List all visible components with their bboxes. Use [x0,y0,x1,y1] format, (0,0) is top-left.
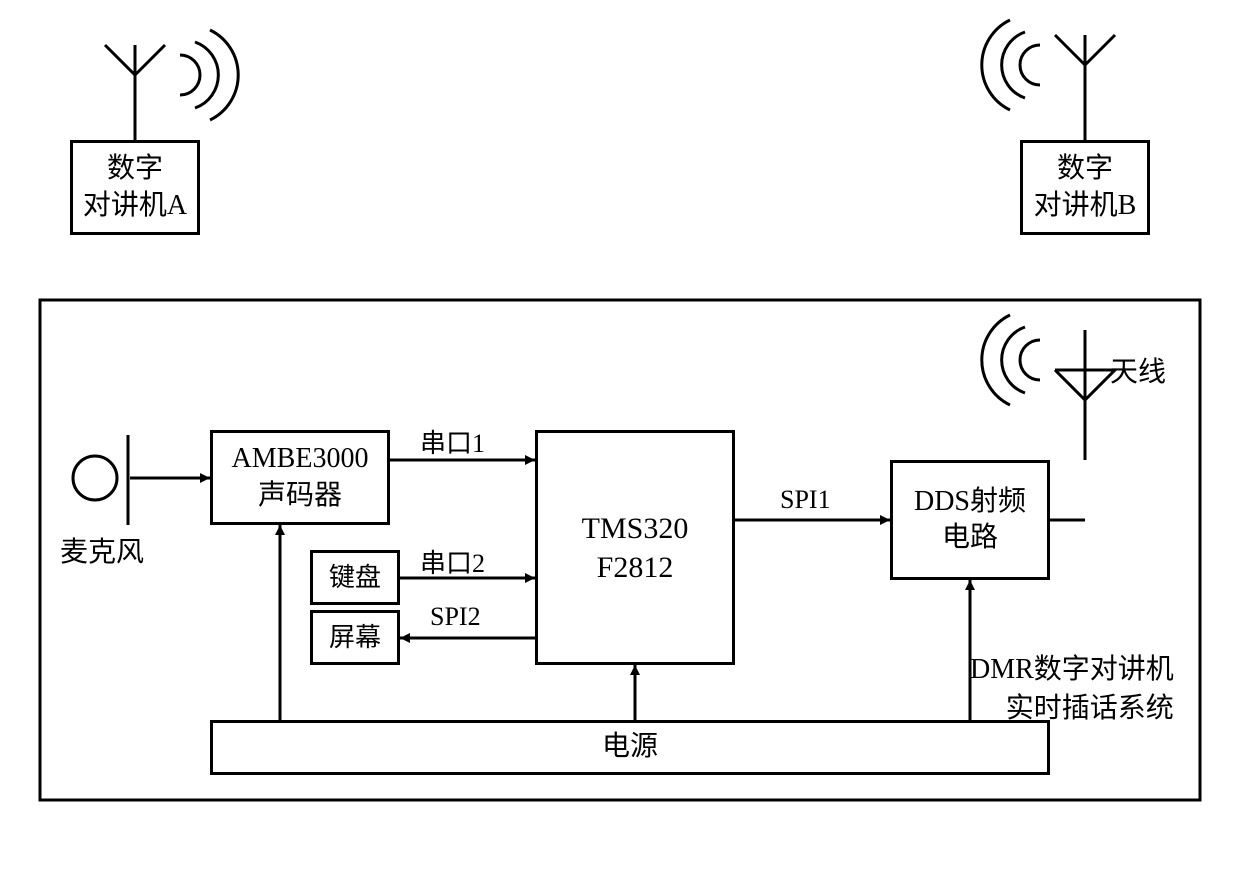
mic-label: 麦克风 [60,530,144,570]
power-label: 电源 [602,729,658,765]
serial1-label: 串口1 [420,423,485,460]
wave-inner-icon [982,315,1040,405]
keyboard-box: 键盘 [310,550,400,605]
dsp-box: TMS320F2812 [535,430,735,665]
radio-a-box: 数字对讲机A [70,140,200,235]
microphone-icon [73,435,128,525]
antenna-inner-icon [1055,330,1115,460]
spi2-label: SPI2 [430,602,481,632]
dds-label: DDS射频电路 [914,484,1026,557]
radio-a-label: 数字对讲机A [83,151,187,224]
power-box: 电源 [210,720,1050,775]
wave-b-icon [982,20,1040,110]
vocoder-box: AMBE3000声码器 [210,430,390,525]
vocoder-label: AMBE3000声码器 [232,441,369,514]
antenna-b-icon [1055,35,1115,140]
system-frame-label: DMR数字对讲机实时插话系统 [970,650,1174,728]
spi1-label: SPI1 [780,485,831,515]
keyboard-label: 键盘 [329,561,381,595]
dsp-label: TMS320F2812 [582,509,689,587]
antenna-a-icon [105,45,165,140]
serial2-label: 串口2 [420,543,485,580]
wave-a-icon [180,30,238,120]
radio-b-box: 数字对讲机B [1020,140,1150,235]
antenna-inner-label: 天线 [1110,350,1166,390]
dds-box: DDS射频电路 [890,460,1050,580]
radio-b-label: 数字对讲机B [1034,151,1137,224]
screen-label: 屏幕 [329,621,381,655]
screen-box: 屏幕 [310,610,400,665]
